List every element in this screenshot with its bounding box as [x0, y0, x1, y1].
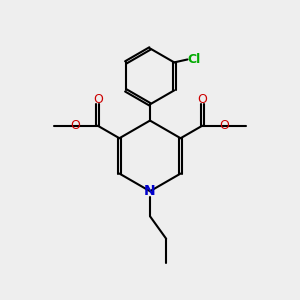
Text: O: O — [71, 119, 81, 132]
Text: Cl: Cl — [188, 53, 201, 66]
Text: N: N — [144, 184, 156, 198]
Text: O: O — [93, 93, 103, 106]
Text: O: O — [219, 119, 229, 132]
Text: O: O — [197, 93, 207, 106]
